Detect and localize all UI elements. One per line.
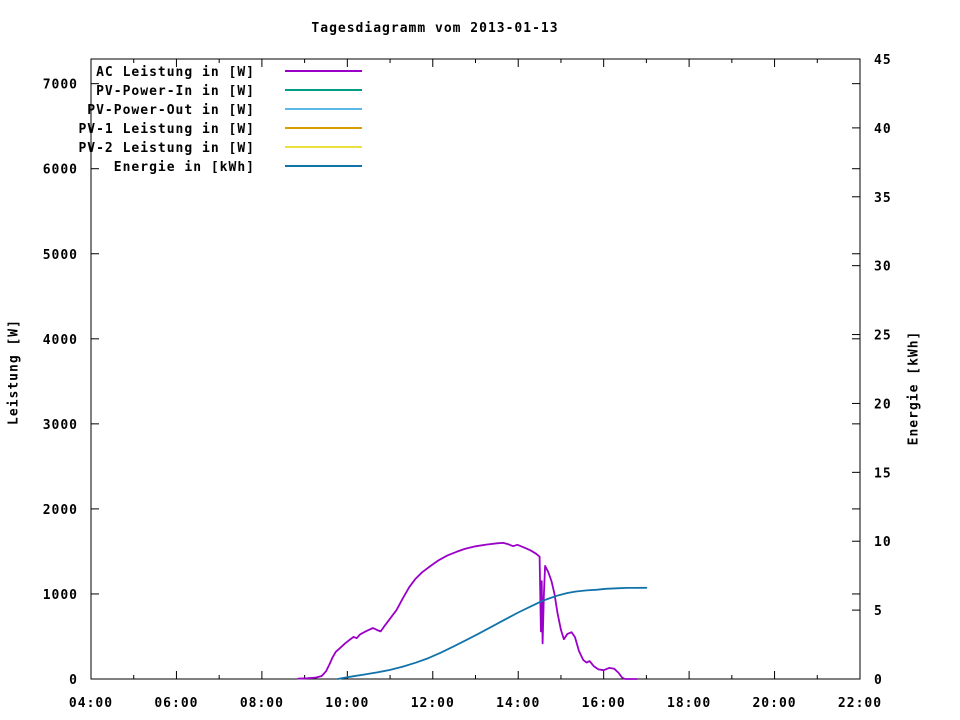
y-right-tick-label: 20 [874,397,892,412]
y-left-tick-label: 1000 [43,588,78,603]
y-left-tick-label: 6000 [43,163,78,178]
y-axis-label-left: Leistung [W] [6,319,22,425]
y-right-tick-label: 30 [874,260,892,275]
y-right-tick-label: 35 [874,191,892,206]
legend-label: PV-1 Leistung in [W] [78,122,255,137]
x-tick-label: 22:00 [838,696,882,711]
legend-label: PV-Power-In in [W] [96,84,255,99]
y-right-tick-label: 10 [874,535,892,550]
x-tick-label: 16:00 [582,696,626,711]
y-left-tick-label: 2000 [43,503,78,518]
y-right-tick-label: 0 [874,673,883,688]
legend-label: Energie in [kWh] [114,160,255,175]
y-right-tick-label: 15 [874,466,892,481]
series-ac-leistung-in-w [297,542,638,680]
chart-title: Tagesdiagramm vom 2013-01-13 [311,21,559,36]
y-right-tick-label: 45 [874,53,892,68]
legend-label: PV-Power-Out in [W] [87,103,255,118]
y-right-tick-label: 40 [874,122,892,137]
x-tick-label: 04:00 [69,696,113,711]
y-axis-label-right: Energie [kWh] [906,330,922,446]
y-right-tick-label: 25 [874,329,892,344]
x-tick-label: 06:00 [154,696,198,711]
series-energie-in-kwh [336,586,648,680]
x-tick-label: 18:00 [667,696,711,711]
y-left-tick-label: 7000 [43,78,78,93]
x-tick-label: 10:00 [325,696,369,711]
legend-label: PV-2 Leistung in [W] [78,141,255,156]
y-left-tick-label: 4000 [43,333,78,348]
legend-label: AC Leistung in [W] [96,65,255,80]
x-tick-label: 14:00 [496,696,540,711]
x-tick-label: 12:00 [411,696,455,711]
y-left-tick-label: 3000 [43,418,78,433]
x-tick-label: 08:00 [240,696,284,711]
x-tick-label: 20:00 [752,696,796,711]
y-left-tick-label: 0 [69,673,78,688]
y-left-tick-label: 5000 [43,248,78,263]
y-right-tick-label: 5 [874,604,883,619]
